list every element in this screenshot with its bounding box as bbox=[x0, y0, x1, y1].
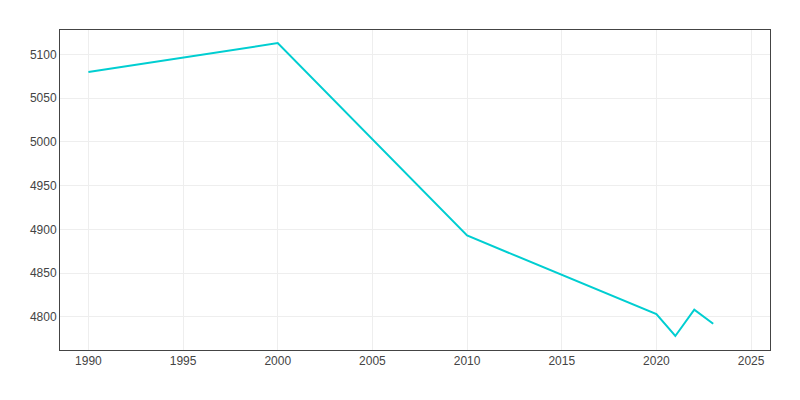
svg-text:2000: 2000 bbox=[264, 354, 291, 368]
svg-text:2025: 2025 bbox=[738, 354, 765, 368]
svg-text:2015: 2015 bbox=[548, 354, 575, 368]
svg-text:4950: 4950 bbox=[30, 179, 57, 193]
svg-text:4900: 4900 bbox=[30, 223, 57, 237]
svg-text:4850: 4850 bbox=[30, 266, 57, 280]
svg-text:5000: 5000 bbox=[30, 135, 57, 149]
svg-text:2010: 2010 bbox=[454, 354, 481, 368]
svg-text:2020: 2020 bbox=[643, 354, 670, 368]
svg-text:1990: 1990 bbox=[75, 354, 102, 368]
svg-text:1995: 1995 bbox=[170, 354, 197, 368]
svg-text:2005: 2005 bbox=[359, 354, 386, 368]
svg-text:4800: 4800 bbox=[30, 310, 57, 324]
svg-text:5100: 5100 bbox=[30, 48, 57, 62]
svg-text:5050: 5050 bbox=[30, 91, 57, 105]
